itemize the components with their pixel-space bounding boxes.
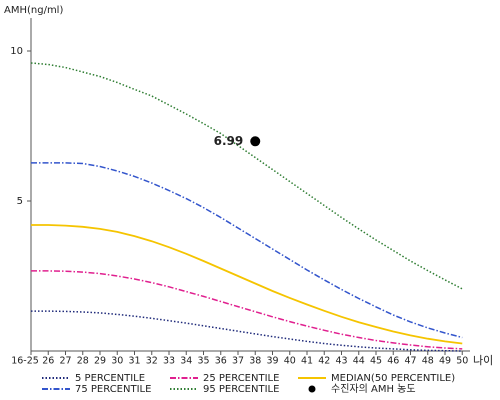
y-tick-label: 10	[10, 46, 23, 57]
y-tick-label: 5	[17, 196, 23, 207]
x-tick-label: 36	[215, 356, 227, 367]
legend-label: 25 PERCENTILE	[203, 373, 279, 384]
x-tick-label: 32	[146, 356, 158, 367]
point-label: 6.99	[214, 134, 244, 148]
patient-point	[250, 136, 261, 147]
x-tick-label: 28	[77, 356, 89, 367]
x-tick-label: 27	[59, 356, 71, 367]
x-axis-label: 나이	[473, 354, 493, 367]
series-line	[30, 62, 463, 290]
x-tick-label: 34	[180, 356, 192, 367]
x-tick-label: 40	[284, 356, 296, 367]
legend-swatch	[308, 385, 316, 393]
x-tick-label: 31	[128, 356, 140, 367]
x-tick-label: 26	[42, 356, 54, 367]
legend-label: 75 PERCENTILE	[75, 384, 151, 395]
legend-label: 수진자의 AMH 농도	[331, 383, 416, 395]
legend-label: MEDIAN(50 PERCENTILE)	[331, 373, 455, 384]
x-tick-label: 16-25	[11, 356, 39, 367]
x-tick-label: 35	[197, 356, 209, 367]
legend-label: 95 PERCENTILE	[203, 384, 279, 395]
x-tick-label: 47	[404, 356, 416, 367]
x-tick-label: 48	[422, 356, 434, 367]
y-axis-label: AMH(ng/ml)	[4, 5, 63, 16]
x-tick-label: 45	[370, 356, 382, 367]
x-tick-label: 44	[353, 356, 365, 367]
legend-label: 5 PERCENTILE	[75, 373, 145, 384]
x-tick-label: 37	[232, 356, 244, 367]
x-tick-label: 30	[111, 356, 123, 367]
x-tick-label: 46	[387, 356, 399, 367]
x-tick-label: 29	[94, 356, 106, 367]
x-tick-label: 33	[163, 356, 175, 367]
x-tick-label: 43	[335, 356, 347, 367]
series-line	[31, 310, 463, 352]
x-tick-label: 49	[439, 356, 451, 367]
series-line	[31, 270, 463, 350]
x-tick-label: 41	[301, 356, 313, 367]
series-line	[31, 162, 463, 339]
x-tick-label: 50	[456, 356, 468, 367]
series-line	[31, 224, 463, 345]
x-tick-label: 42	[318, 356, 330, 367]
x-tick-label: 39	[266, 356, 278, 367]
x-tick-label: 38	[249, 356, 261, 367]
